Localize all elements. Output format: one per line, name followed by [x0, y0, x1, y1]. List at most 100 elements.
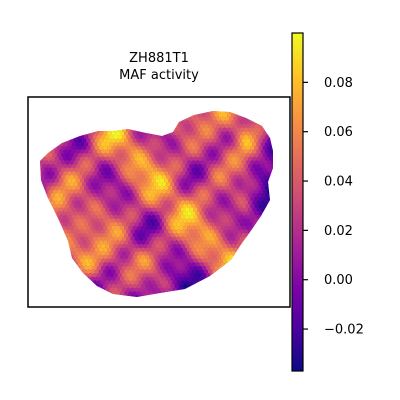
spot: [46, 229, 51, 234]
spot: [84, 178, 89, 183]
spot: [184, 243, 190, 249]
spot: [126, 243, 131, 249]
spot: [214, 142, 219, 147]
spot: [105, 156, 110, 162]
spot: [42, 229, 47, 234]
spot: [239, 149, 245, 154]
spot: [98, 153, 104, 158]
spot: [170, 111, 175, 114]
spot: [233, 254, 238, 260]
spot: [182, 233, 188, 238]
spot: [163, 178, 169, 183]
spot: [58, 185, 64, 191]
spot: [275, 189, 280, 194]
spot: [224, 182, 230, 187]
spot: [157, 262, 163, 267]
spot: [189, 106, 194, 111]
spot: [237, 153, 242, 158]
spot: [159, 214, 165, 220]
spot: [226, 222, 232, 227]
spot: [176, 200, 182, 205]
spot: [84, 207, 89, 213]
spot: [130, 156, 135, 162]
spot: [52, 269, 58, 275]
spot: [163, 171, 169, 176]
spot: [197, 236, 203, 242]
spot: [218, 185, 224, 191]
spot: [124, 196, 129, 202]
spot: [203, 262, 209, 267]
spot: [40, 178, 43, 183]
spot: [50, 243, 56, 249]
spot: [44, 167, 49, 173]
spot: [250, 203, 255, 209]
spot: [159, 200, 165, 205]
spot: [264, 236, 270, 242]
spot: [226, 156, 232, 162]
spot: [189, 156, 194, 162]
spot: [90, 174, 95, 180]
spot: [77, 247, 83, 253]
spot: [107, 131, 112, 136]
spot: [239, 222, 245, 227]
spot: [178, 254, 184, 260]
spot: [50, 163, 56, 169]
spot: [61, 189, 66, 194]
spot: [82, 233, 87, 238]
spot: [220, 145, 226, 151]
spot: [50, 120, 56, 125]
spot: [82, 283, 87, 289]
spot: [119, 233, 125, 238]
spot: [163, 207, 169, 213]
spot: [258, 218, 264, 224]
spot: [241, 203, 247, 209]
spot: [121, 251, 127, 256]
spot: [88, 120, 93, 125]
spot: [264, 171, 270, 176]
spot: [182, 160, 188, 165]
spot: [128, 269, 133, 275]
spot: [241, 123, 247, 129]
spot: [149, 167, 154, 173]
spot: [92, 134, 98, 140]
spot: [229, 240, 234, 245]
spot: [218, 178, 224, 183]
spot: [254, 262, 259, 267]
spot: [40, 287, 43, 293]
spot: [115, 276, 121, 282]
spot: [40, 131, 45, 136]
spot: [260, 156, 266, 162]
spot: [187, 131, 192, 136]
spot: [73, 225, 79, 231]
spot: [86, 254, 91, 260]
spot: [275, 233, 280, 238]
spot: [172, 185, 177, 191]
spot: [189, 178, 194, 183]
spot: [73, 182, 79, 187]
spot: [262, 211, 268, 216]
spot: [79, 251, 85, 256]
spot: [153, 218, 158, 224]
spot: [126, 113, 131, 118]
spot: [273, 288, 278, 293]
spot: [92, 171, 98, 176]
spot: [258, 240, 264, 245]
spot: [187, 189, 192, 194]
spot: [79, 214, 85, 220]
spot: [111, 116, 116, 122]
spot: [233, 167, 238, 173]
spot: [84, 200, 89, 205]
spot: [140, 269, 146, 275]
spot: [113, 251, 119, 256]
spot: [273, 266, 278, 271]
spot: [147, 134, 152, 140]
spot: [241, 160, 247, 165]
spot: [199, 145, 205, 151]
spot: [73, 254, 79, 260]
spot: [203, 174, 209, 180]
spot: [63, 193, 68, 198]
spot: [67, 236, 72, 242]
spot: [273, 295, 278, 300]
spot: [235, 214, 240, 220]
spot: [205, 251, 211, 256]
